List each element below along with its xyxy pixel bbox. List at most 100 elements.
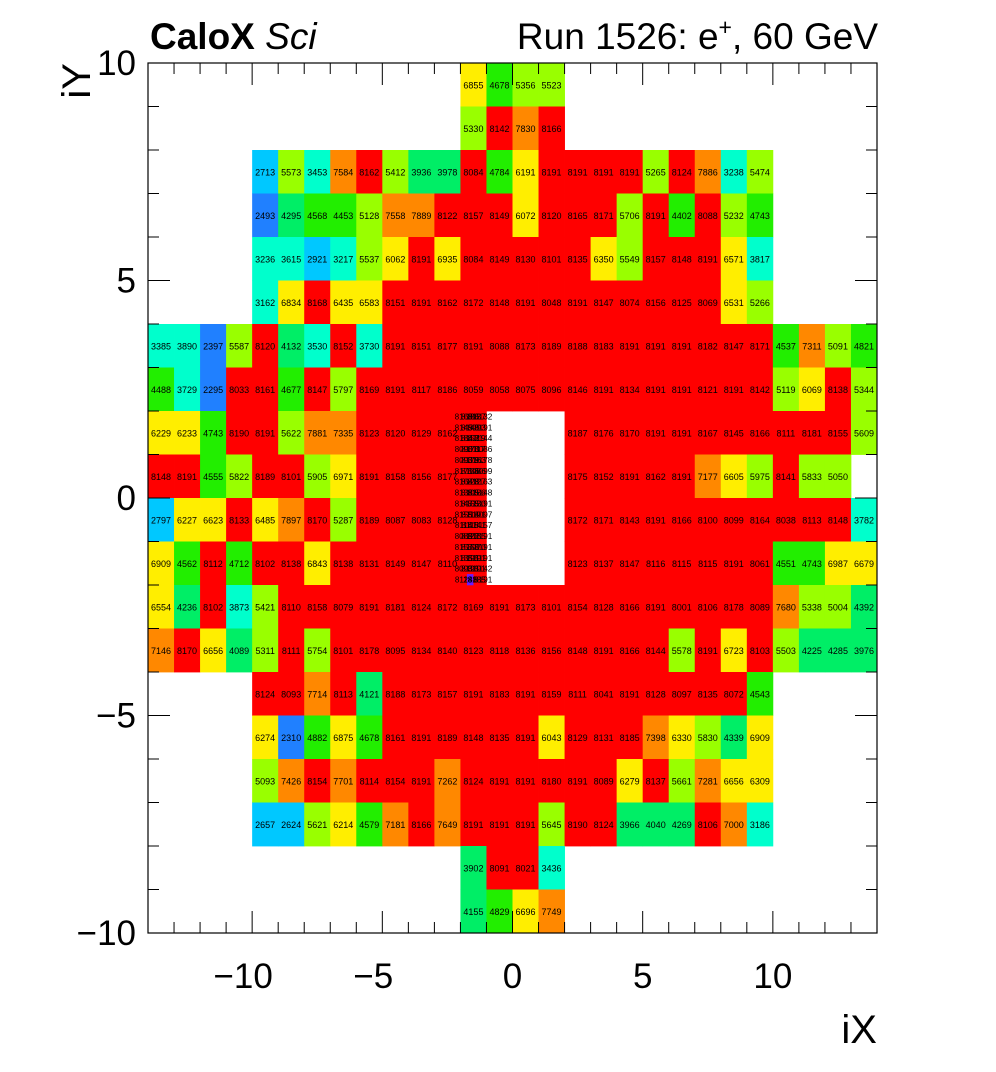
heatmap-cell (720, 280, 748, 325)
heatmap-cell (174, 454, 201, 499)
fine-cell (473, 541, 481, 553)
fine-cell (460, 421, 468, 434)
cell-value-label: 7262 (437, 776, 457, 786)
fine-cell-value-label: 8155 (461, 499, 480, 508)
cell-value-label: 8191 (411, 733, 431, 743)
fine-cell-value-label: 8093 (455, 456, 474, 465)
heatmap-cell (590, 715, 618, 760)
cell-value-label: 7584 (333, 167, 353, 177)
heatmap-cell (616, 150, 644, 194)
cell-value-label: 8137 (594, 559, 614, 569)
cell-value-label: 8159 (542, 689, 562, 699)
heatmap-cell (148, 411, 175, 455)
cell-value-label: 4225 (802, 646, 822, 656)
cell-value-label: 8134 (411, 646, 431, 656)
heatmap-cell (590, 367, 618, 412)
heatmap-cell (408, 150, 435, 194)
cell-value-label: 8156 (646, 298, 666, 308)
heatmap-cell (720, 802, 748, 847)
heatmap-cell (746, 237, 774, 281)
fine-cell-value-label: 8119 (468, 434, 486, 443)
cell-value-label: 6554 (151, 602, 171, 612)
cell-value-label: 5754 (307, 646, 327, 656)
heatmap-cell (330, 585, 357, 629)
fine-cell-value-label: 8163 (474, 478, 493, 487)
cell-value-label: 8191 (516, 733, 536, 743)
fine-cell (479, 487, 487, 499)
heatmap-cell (746, 759, 774, 803)
heatmap-cell (538, 367, 565, 412)
heatmap-cell (330, 324, 357, 368)
cell-value-label: 8162 (359, 167, 379, 177)
cell-value-label: 4743 (203, 428, 223, 438)
cell-value-label: 8148 (151, 472, 171, 482)
heatmap-cell (746, 150, 774, 194)
cell-value-label: 8084 (463, 167, 483, 177)
heatmap-cell (538, 585, 565, 629)
cell-value-label: 8188 (568, 341, 588, 351)
cell-value-label: 8101 (333, 646, 353, 656)
heatmap-cell (434, 715, 461, 760)
cell-value-label: 8182 (698, 341, 718, 351)
cell-value-label: 8191 (646, 602, 666, 612)
fine-cell-value-label: 8168 (455, 412, 474, 421)
cell-value-label: 4339 (724, 733, 744, 743)
heatmap-cell (746, 411, 774, 455)
heatmap-cell (382, 367, 409, 412)
cell-value-label: 8191 (724, 385, 744, 395)
heatmap-cell (434, 672, 461, 716)
cell-value-label: 8115 (698, 559, 717, 569)
heatmap-cell (486, 846, 513, 890)
cell-value-label: 8149 (489, 211, 509, 221)
cell-value-label: 8191 (568, 776, 588, 786)
x-tick-label: 0 (503, 957, 522, 996)
cell-value-label: 8148 (672, 254, 692, 264)
fine-cell (473, 530, 481, 542)
heatmap-cell (330, 498, 357, 542)
heatmap-cell (590, 411, 618, 455)
heatmap-cell (252, 672, 279, 716)
cell-value-label: 7146 (151, 646, 171, 656)
cell-value-label: 6605 (724, 472, 744, 482)
fine-cell (473, 476, 481, 488)
heatmap-cell (174, 498, 201, 542)
heatmap-cell (642, 585, 670, 629)
heatmap-cell (486, 324, 513, 368)
fine-cell-value-label: 8191 (474, 543, 493, 552)
heatmap-cell (668, 672, 696, 716)
cell-value-label: 8157 (646, 254, 666, 264)
cell-value-label: 4392 (854, 602, 874, 612)
cell-value-label: 6227 (177, 515, 197, 525)
heatmap-cell (642, 715, 670, 760)
heatmap-cell (356, 672, 383, 716)
heatmap-cell (226, 367, 253, 412)
fine-cell (479, 421, 487, 434)
cell-value-label: 3966 (620, 820, 640, 830)
axis-ticks (147, 62, 878, 934)
heatmap-cell (616, 802, 644, 847)
heatmap-cell (538, 150, 565, 194)
cell-value-label: 8113 (334, 689, 353, 699)
fine-cell-value-label: 8099 (474, 467, 493, 476)
cell-value-label: 8191 (463, 341, 483, 351)
heatmap-cell (590, 193, 618, 238)
cell-value-label: 8142 (750, 385, 770, 395)
cell-value-label: 4784 (489, 167, 509, 177)
heatmap-cell (356, 237, 383, 281)
cell-value-label: 8191 (463, 820, 483, 830)
fine-cell-value-label: 8191 (474, 554, 493, 563)
fine-cell (473, 454, 481, 466)
fine-cell (479, 411, 487, 423)
cell-value-label: 8191 (620, 341, 640, 351)
heatmap-cell (694, 498, 722, 542)
heatmap-cell (590, 150, 618, 194)
cell-value-label: 4821 (854, 341, 874, 351)
heatmap-cell (824, 454, 852, 499)
cell-value-label: 4089 (229, 646, 249, 656)
cell-value-label: 4551 (776, 559, 796, 569)
heatmap-cell (616, 715, 644, 760)
heatmap-cell (434, 585, 461, 629)
heatmap-cell (720, 715, 748, 760)
cell-value-label: 3238 (724, 167, 744, 177)
cell-value-label: 8151 (385, 298, 405, 308)
